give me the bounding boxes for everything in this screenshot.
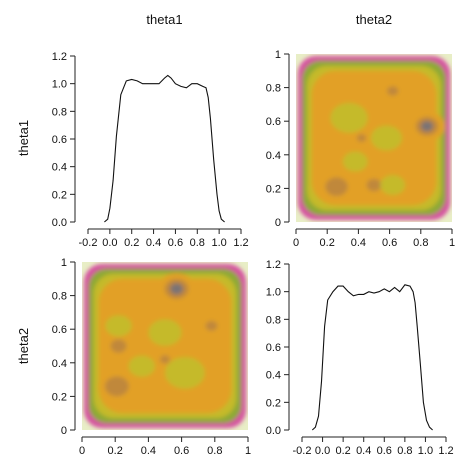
- x-tick-label: 0.4: [351, 237, 366, 249]
- contour-peak: [420, 121, 434, 132]
- y-tick-label: 0.8: [52, 106, 67, 118]
- contour-blob: [380, 175, 406, 196]
- contour-blob: [370, 125, 403, 151]
- y-tick-label: 0: [275, 217, 281, 229]
- y-tick-label: 0.6: [266, 342, 281, 354]
- row-header-theta2: theta2: [16, 328, 31, 364]
- contour-blob: [356, 134, 367, 142]
- y-tick-label: 1.2: [52, 51, 67, 63]
- y-tick-label: 1.2: [266, 259, 281, 271]
- y-tick-label: 1.0: [52, 79, 67, 91]
- row-header-theta1: theta1: [16, 120, 31, 156]
- y-tick-label: 0.0: [266, 425, 281, 437]
- x-tick-label: 0.2: [335, 445, 350, 457]
- y-tick-label: 0.6: [266, 116, 281, 128]
- contour-blob: [387, 86, 399, 96]
- column-header-theta1: theta1: [146, 12, 182, 27]
- contour-blob: [104, 376, 129, 397]
- x-tick-label: 1: [245, 445, 251, 457]
- y-tick-label: 0.6: [52, 324, 67, 336]
- x-tick-label: 0.6: [382, 237, 397, 249]
- x-tick-label: 0.6: [377, 445, 392, 457]
- y-tick-label: 0.6: [52, 134, 67, 146]
- y-tick-label: 0.2: [52, 391, 67, 403]
- x-tick-label: 0.2: [108, 445, 123, 457]
- x-tick-label: 0.0: [102, 237, 117, 249]
- x-tick-label: 0.4: [356, 445, 371, 457]
- x-tick-label: 0.2: [320, 237, 335, 249]
- contour-peak: [170, 283, 184, 295]
- y-tick-label: 0.2: [52, 189, 67, 201]
- y-tick-label: 0.0: [52, 217, 67, 229]
- x-tick-label: 0.6: [174, 445, 189, 457]
- x-tick-label: 1.2: [438, 445, 453, 457]
- contour-blob: [148, 319, 182, 346]
- y-tick-label: 1: [275, 49, 281, 61]
- x-tick-label: 0.0: [315, 445, 330, 457]
- panel-theta1-theta1: -0.2 0.0 0.2 0.4 0.6 0.8 1.0 1.2 0.0 0.2 0.4 0.6 0.8…: [52, 51, 249, 249]
- contour-blob: [105, 315, 132, 337]
- y-tick-label: 0.8: [266, 83, 281, 95]
- x-tick-label: 0.8: [190, 237, 205, 249]
- panel-theta2-theta1: 0 0.2 0.4 0.6 0.8 1 0 0.2 0.4 0.6 0.8 1: [52, 257, 251, 457]
- x-tick-label: -0.2: [293, 445, 312, 457]
- contour-blob: [160, 355, 170, 364]
- y-tick-label: 0.2: [266, 397, 281, 409]
- y-tick-label: 0.4: [266, 370, 281, 382]
- x-tick-label: 1.2: [233, 237, 248, 249]
- contour-blob: [330, 102, 368, 133]
- column-header-theta2: theta2: [356, 12, 392, 27]
- x-tick-label: 0.4: [146, 237, 161, 249]
- contour-blob: [342, 151, 368, 172]
- x-tick-label: -0.2: [79, 237, 98, 249]
- panel-theta2-theta2: -0.2 0.0 0.2 0.4 0.6 0.8 1.0 1.20.00.20.40.60.8…: [266, 259, 454, 457]
- x-tick-label: 0: [293, 237, 299, 249]
- contour-blob: [205, 320, 218, 331]
- y-tick-label: 0.2: [266, 183, 281, 195]
- density-line: [311, 284, 433, 431]
- x-tick-label: 0.6: [168, 237, 183, 249]
- x-tick-label: 0.8: [397, 445, 412, 457]
- y-tick-label: 0.8: [266, 314, 281, 326]
- y-tick-label: 0.4: [52, 358, 67, 370]
- x-tick-label: 0.8: [207, 445, 222, 457]
- y-tick-label: 0.4: [52, 162, 67, 174]
- x-tick-label: 0.8: [413, 237, 428, 249]
- y-tick-label: 0: [61, 425, 67, 437]
- x-tick-label: 1.0: [211, 237, 226, 249]
- contour-blob: [110, 339, 127, 353]
- contour-blob: [165, 356, 205, 389]
- x-tick-label: 0.4: [141, 445, 156, 457]
- x-tick-label: 0: [79, 445, 85, 457]
- panel-theta1-theta2: 0 0.2 0.4 0.6 0.8 1 0 0.2 0.4 0.6 0.8 1: [266, 49, 455, 249]
- y-tick-label: 0.8: [52, 291, 67, 303]
- y-tick-label: 1: [61, 257, 67, 269]
- density-line: [104, 74, 225, 223]
- y-tick-label: 1.0: [266, 287, 281, 299]
- contour-blob: [325, 177, 348, 197]
- contour-blob: [366, 178, 382, 192]
- x-tick-label: 0.2: [124, 237, 139, 249]
- contour-blob: [128, 355, 156, 377]
- x-tick-label: 1: [449, 237, 455, 249]
- y-tick-label: 0.4: [266, 150, 281, 162]
- x-tick-label: 1.0: [418, 445, 433, 457]
